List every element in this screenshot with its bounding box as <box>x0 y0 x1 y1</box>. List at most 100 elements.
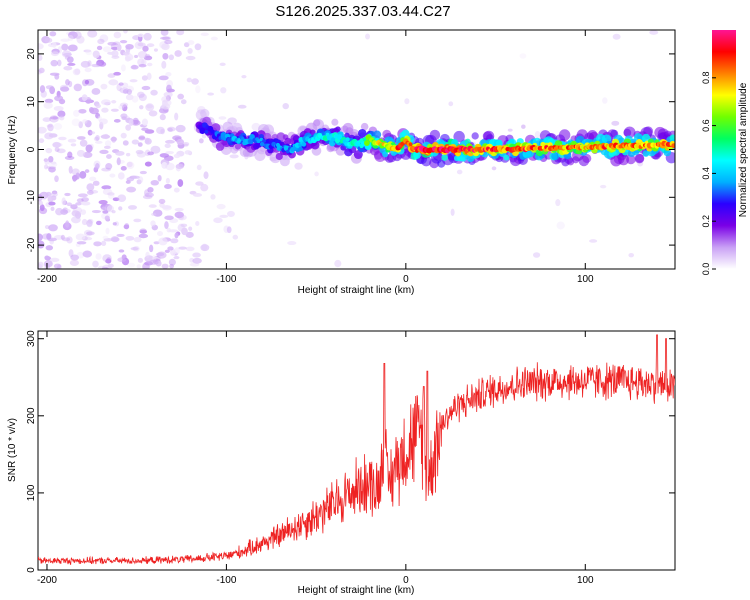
noise-speckle <box>44 132 54 140</box>
noise-speckle <box>65 79 70 86</box>
noise-speckle <box>101 240 107 247</box>
noise-speckle <box>87 218 94 224</box>
noise-speckle <box>70 143 77 147</box>
noise-speckle <box>192 252 201 258</box>
noise-speckle <box>49 86 56 95</box>
noise-speckle <box>186 77 193 83</box>
noise-speckle <box>95 163 100 170</box>
noise-speckle <box>149 244 154 253</box>
noise-speckle <box>105 162 113 170</box>
noise-speckle <box>141 118 149 126</box>
noise-speckle <box>164 39 173 45</box>
noise-speckle <box>97 38 105 45</box>
noise-speckle <box>141 127 149 131</box>
noise-speckle <box>125 152 131 157</box>
noise-speckle <box>84 169 90 173</box>
noise-speckle <box>555 199 561 207</box>
noise-speckle <box>599 184 607 189</box>
noise-speckle <box>99 149 109 155</box>
snr-line <box>38 334 675 566</box>
noise-speckle <box>105 227 110 235</box>
noise-speckle <box>226 226 232 234</box>
noise-speckle <box>92 50 100 59</box>
ridge-energy <box>558 129 571 141</box>
noise-speckle <box>120 166 127 171</box>
noise-speckle <box>185 246 195 252</box>
noise-speckle <box>77 193 88 198</box>
noise-speckle <box>187 40 195 45</box>
noise-speckle <box>164 143 171 149</box>
noise-speckle <box>72 176 77 182</box>
noise-speckle <box>104 140 112 147</box>
ridge-energy <box>464 138 471 145</box>
noise-speckle <box>123 52 130 56</box>
noise-speckle <box>589 239 598 243</box>
noise-speckle <box>125 124 131 131</box>
noise-speckle <box>110 42 119 51</box>
noise-speckle <box>138 233 149 239</box>
noise-speckle <box>136 264 141 269</box>
noise-speckle <box>556 221 565 230</box>
noise-speckle <box>163 91 173 98</box>
noise-speckle <box>143 32 152 41</box>
noise-speckle <box>49 31 57 37</box>
noise-speckle <box>507 128 513 132</box>
noise-speckle <box>86 219 93 227</box>
noise-speckle <box>213 217 223 224</box>
noise-speckle <box>99 34 109 43</box>
noise-speckle <box>87 30 98 38</box>
ridge-energy <box>262 138 266 143</box>
noise-speckle <box>38 69 42 75</box>
noise-speckle <box>157 231 163 237</box>
noise-speckle <box>161 162 168 169</box>
noise-speckle <box>159 41 169 49</box>
noise-speckle <box>611 120 620 126</box>
noise-speckle <box>58 136 67 141</box>
noise-speckle <box>93 136 100 142</box>
noise-speckle <box>120 132 127 139</box>
noise-speckle <box>139 105 144 110</box>
noise-speckle <box>48 201 56 206</box>
noise-speckle <box>74 68 81 75</box>
noise-speckle <box>76 198 84 203</box>
snr-y-tick-label: 200 <box>26 407 37 424</box>
colorbar-tick-label: 0.2 <box>701 215 711 228</box>
noise-speckle <box>86 219 93 228</box>
noise-speckle <box>161 103 171 110</box>
noise-speckle <box>111 136 117 143</box>
noise-speckle <box>146 62 153 67</box>
noise-speckle <box>131 95 139 103</box>
noise-speckle <box>142 262 150 269</box>
noise-speckle <box>111 210 116 214</box>
noise-speckle <box>192 257 202 264</box>
noise-speckle <box>123 224 130 230</box>
ridge-energy <box>643 126 654 137</box>
noise-speckle <box>162 52 169 60</box>
noise-speckle <box>141 85 151 91</box>
noise-speckle <box>161 263 169 269</box>
noise-speckle <box>456 169 463 175</box>
noise-speckle <box>113 119 121 123</box>
noise-speckle <box>521 124 526 129</box>
noise-speckle <box>51 51 59 57</box>
noise-speckle <box>112 197 120 202</box>
noise-speckle <box>200 32 209 37</box>
noise-speckle <box>60 86 70 92</box>
noise-speckle <box>38 67 45 74</box>
noise-speckle <box>145 251 150 259</box>
noise-speckle <box>168 54 175 61</box>
noise-speckle <box>82 250 92 258</box>
noise-speckle <box>150 220 156 227</box>
noise-speckle <box>86 190 94 195</box>
noise-speckle <box>136 179 142 185</box>
noise-speckle <box>44 98 54 104</box>
noise-speckle <box>93 241 102 247</box>
noise-speckle <box>138 135 146 140</box>
noise-speckle <box>84 120 92 128</box>
noise-speckle <box>38 138 45 144</box>
ridge-energy <box>503 154 510 161</box>
noise-speckle <box>58 115 65 121</box>
ridge-energy <box>345 137 350 142</box>
noise-speckle <box>602 97 608 104</box>
noise-speckle <box>64 55 70 60</box>
